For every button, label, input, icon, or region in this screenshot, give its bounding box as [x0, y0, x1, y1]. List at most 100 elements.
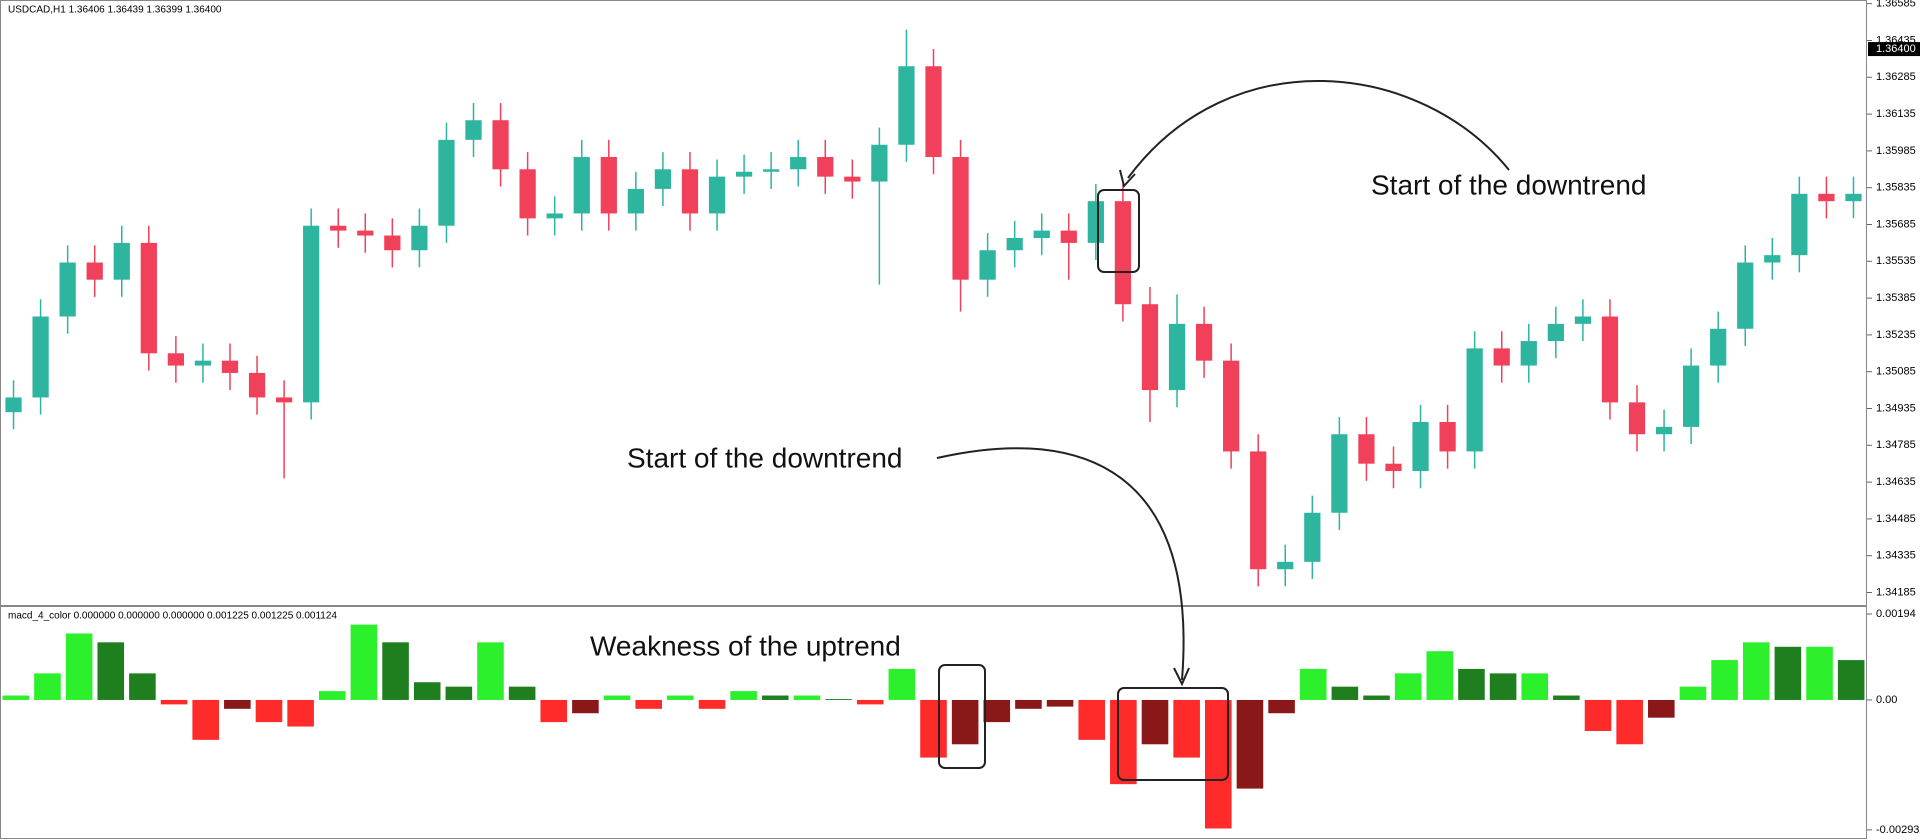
y-tick-label: 0.00	[1876, 694, 1897, 706]
histogram-bar	[1394, 673, 1422, 700]
candle-body	[1114, 201, 1132, 305]
histogram-bar	[34, 673, 61, 700]
candle-body	[817, 157, 834, 177]
histogram-bar	[97, 642, 125, 700]
y-tick-label: 1.35685	[1876, 218, 1916, 230]
histogram-bar	[477, 642, 504, 700]
candle-body	[194, 360, 212, 366]
histogram-bar	[1331, 686, 1359, 700]
candle-body	[1277, 561, 1294, 570]
candle-body	[1412, 421, 1429, 472]
y-tick-label: 1.35535	[1876, 255, 1916, 267]
histogram-bar	[825, 699, 852, 700]
candle-body	[1683, 365, 1700, 427]
histogram-bar	[1774, 646, 1802, 700]
candle-body	[438, 139, 455, 226]
candle-body	[1710, 328, 1727, 366]
histogram-bar	[1837, 660, 1865, 700]
candle-body	[763, 169, 780, 172]
candle-body	[1385, 463, 1402, 472]
candle-body	[708, 176, 726, 214]
candle-body	[59, 262, 76, 317]
histogram-bar	[1616, 699, 1643, 745]
candle-body	[248, 372, 266, 398]
candle-body	[790, 157, 807, 170]
histogram-bar	[1806, 646, 1833, 700]
candle-body	[546, 213, 563, 219]
candle-body	[1060, 230, 1077, 243]
histogram-bar	[1173, 699, 1200, 758]
annotation-shapes	[936, 79, 1510, 781]
candle-body	[140, 242, 157, 354]
candle-body	[5, 397, 22, 413]
candle-body	[1574, 316, 1592, 324]
histogram-bar	[1363, 695, 1390, 700]
histogram-bar	[1648, 699, 1675, 718]
histogram-bar	[1141, 699, 1169, 745]
y-tick-label: 1.35835	[1876, 182, 1916, 194]
candle-body	[384, 235, 401, 251]
histogram-bar	[1268, 699, 1295, 714]
candle-body	[979, 250, 996, 280]
histogram-bar	[540, 699, 568, 723]
candle-body	[925, 66, 942, 158]
histogram-bar	[224, 699, 251, 709]
annotation: Start of the downtrend	[1371, 169, 1647, 200]
candle-body	[330, 225, 347, 231]
histogram-bar	[2, 695, 30, 700]
candle-body	[167, 353, 184, 366]
histogram-bar	[1015, 699, 1042, 709]
candle-body	[654, 169, 672, 189]
candle-body	[1818, 193, 1835, 202]
candle-body	[1520, 341, 1537, 366]
histogram-bar	[382, 642, 409, 700]
histogram-bar	[413, 682, 441, 700]
histogram-bar	[318, 691, 346, 700]
candle-body	[1791, 193, 1808, 256]
arrow-head	[1119, 169, 1136, 189]
candle-body	[357, 230, 374, 236]
candle-body	[519, 169, 536, 219]
candle-body	[681, 169, 699, 214]
histogram-bar	[1078, 699, 1106, 740]
histogram-bar	[983, 699, 1011, 723]
candle-body	[573, 157, 590, 214]
histogram-bar	[350, 624, 378, 700]
histogram-bar	[572, 699, 599, 714]
histogram-bar	[1679, 686, 1707, 700]
plot-frame	[0, 0, 1867, 839]
candle-body	[1168, 323, 1186, 391]
candle-body	[1304, 512, 1321, 562]
histogram-bar	[1584, 699, 1612, 731]
candle-body	[1033, 230, 1050, 238]
candle-body	[1006, 237, 1023, 251]
arrow-head	[1173, 667, 1190, 687]
candle-body	[1250, 451, 1267, 570]
y-tick-label: 1.35085	[1876, 366, 1916, 378]
candle-body	[1223, 360, 1240, 452]
histogram-bar	[1299, 668, 1327, 700]
candle-body	[952, 157, 969, 280]
annotation: Start of the downtrend	[627, 442, 903, 473]
histogram-bar	[1426, 651, 1454, 700]
histogram-bar	[761, 695, 789, 700]
arrow	[936, 447, 1185, 681]
histogram-bar	[192, 699, 219, 740]
histogram-bar	[129, 673, 156, 700]
candle-body	[1655, 426, 1673, 435]
histogram-bar	[920, 699, 947, 758]
histogram-bar	[508, 686, 536, 700]
candle-body	[113, 242, 130, 280]
histogram-bar	[667, 695, 694, 700]
annotation: Weakness of the uptrend	[590, 630, 901, 661]
candle-body	[1628, 402, 1646, 435]
y-tick-label: 1.36285	[1876, 71, 1916, 83]
candle-body	[275, 397, 293, 403]
candle-body	[492, 120, 509, 170]
candle-body	[1737, 262, 1754, 329]
histogram-bar	[698, 699, 726, 709]
histogram-bar	[1458, 668, 1485, 700]
y-tick-label: 1.35235	[1876, 329, 1916, 341]
